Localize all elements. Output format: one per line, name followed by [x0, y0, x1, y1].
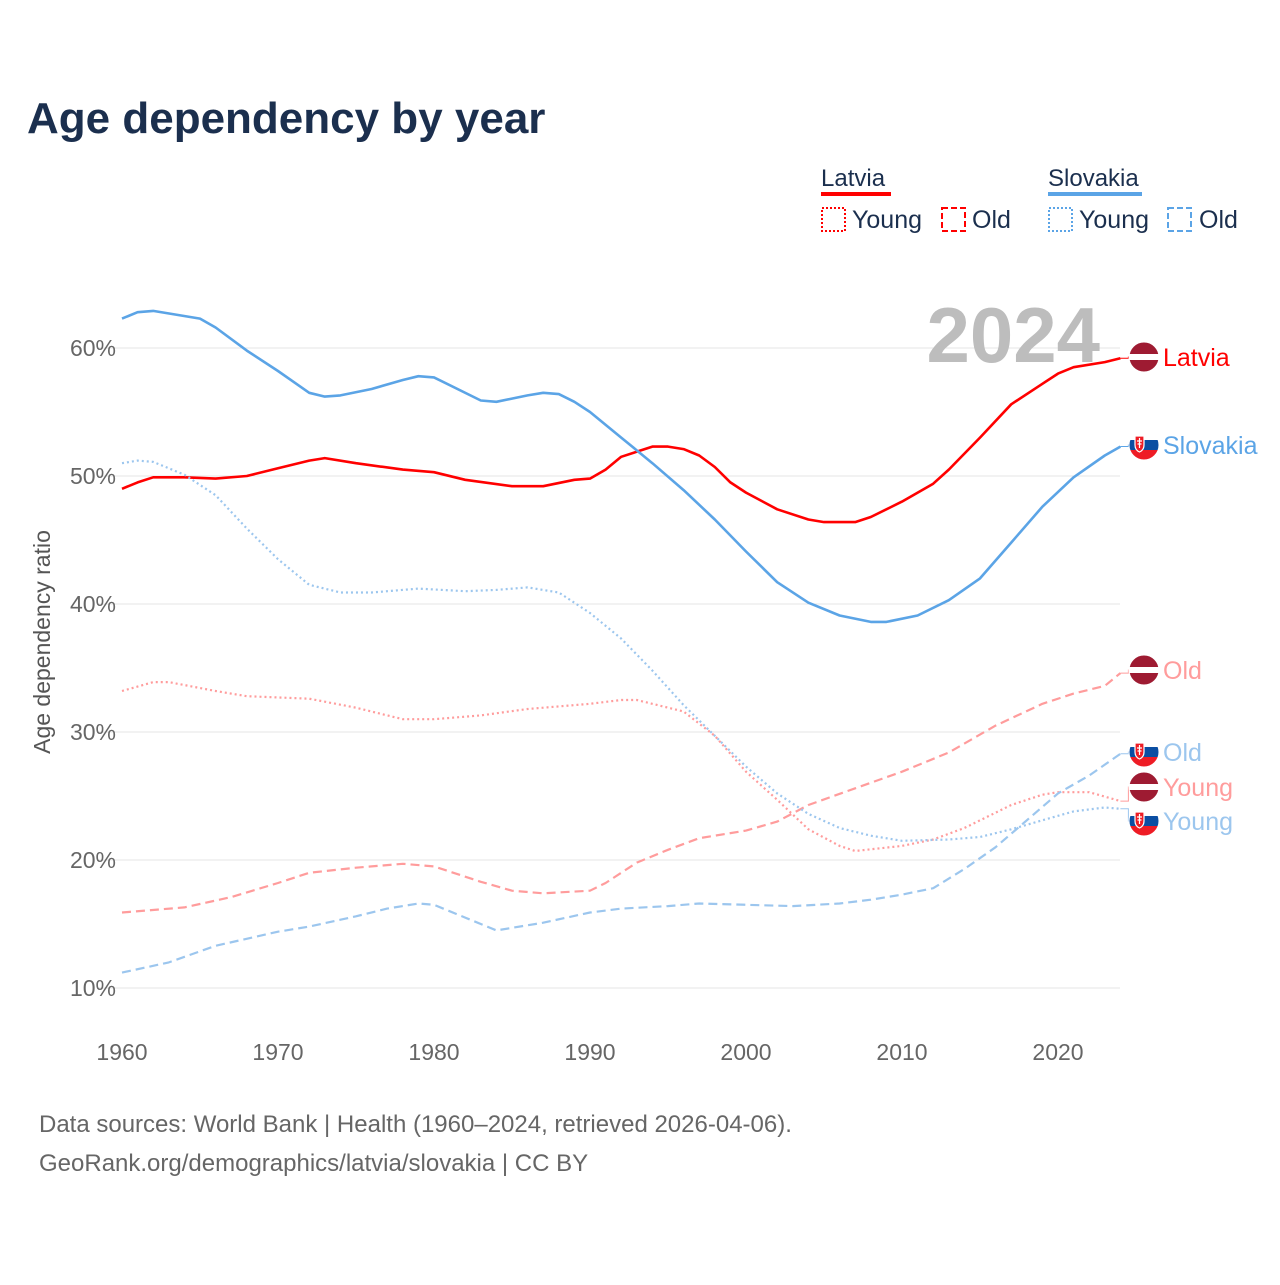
- series-line-latvia[interactable]: [121, 356, 1121, 524]
- legend: Latvia Young Old Slovakia Young Old: [821, 165, 1238, 234]
- end-label-text: Young: [1163, 774, 1233, 802]
- end-labels: Latvia Slovakia Young Old Young Old: [1120, 341, 1258, 837]
- end-label-text: Young: [1163, 808, 1233, 836]
- x-tick-label: 2020: [1032, 1039, 1083, 1065]
- x-tick-label: 1960: [96, 1039, 147, 1065]
- legend-swatch-slovakia: [1048, 192, 1142, 196]
- legend-item-latvia-old[interactable]: Old: [972, 206, 1011, 234]
- end-label-latvia-old: Old: [1120, 654, 1202, 686]
- legend-swatch-latvia: [821, 192, 891, 196]
- end-label-latvia: Latvia: [1120, 341, 1230, 373]
- legend-group-latvia[interactable]: Latvia Young Old: [821, 165, 1011, 234]
- gridlines: [98, 347, 1120, 989]
- latvia-flag-icon: [1129, 655, 1159, 685]
- year-watermark: 2024: [926, 291, 1100, 379]
- y-tick-label: 40%: [70, 591, 116, 617]
- series-line-slovakia-young[interactable]: [121, 459, 1121, 842]
- y-tick-label: 60%: [70, 335, 116, 361]
- slovakia-flag-icon: [1129, 430, 1159, 460]
- x-tick-label: 2000: [720, 1039, 771, 1065]
- label-connector: [1120, 786, 1130, 802]
- y-tick-label: 20%: [70, 847, 116, 873]
- end-label-slovakia-old: Old: [1120, 736, 1202, 768]
- x-tick-label: 1990: [564, 1039, 615, 1065]
- legend-country-latvia: Latvia: [821, 165, 886, 192]
- end-label-latvia-young: Young: [1120, 771, 1233, 803]
- y-tick-label: 50%: [70, 463, 116, 489]
- footer-sources: Data sources: World Bank | Health (1960–…: [39, 1111, 792, 1138]
- end-label-text: Slovakia: [1163, 432, 1258, 460]
- series-line-latvia-young[interactable]: [121, 681, 1121, 853]
- latvia-flag-icon: [1129, 772, 1159, 802]
- series-line-latvia-old[interactable]: [121, 672, 1122, 914]
- y-tick-label: 10%: [70, 975, 116, 1001]
- footer-link[interactable]: GeoRank.org/demographics/latvia/slovakia…: [39, 1150, 588, 1177]
- y-axis-ticks: 10% 20% 30% 40% 50% 60%: [70, 335, 116, 1001]
- legend-dashed-icon: [941, 207, 966, 232]
- legend-item-slovakia-old[interactable]: Old: [1199, 206, 1238, 234]
- end-label-slovakia: Slovakia: [1120, 429, 1258, 461]
- y-axis-label: Age dependency ratio: [29, 530, 55, 754]
- end-label-slovakia-young: Young: [1120, 805, 1233, 837]
- legend-group-slovakia[interactable]: Slovakia Young Old: [1048, 165, 1238, 234]
- legend-dotted-icon: [821, 207, 846, 232]
- series-line-slovakia-old[interactable]: [121, 752, 1122, 974]
- series-lines: [121, 309, 1122, 974]
- x-tick-label: 1980: [408, 1039, 459, 1065]
- y-tick-label: 30%: [70, 719, 116, 745]
- end-label-text: Old: [1163, 657, 1202, 685]
- label-connector: [1120, 808, 1130, 822]
- latvia-flag-icon: [1129, 342, 1159, 372]
- end-label-text: Latvia: [1163, 344, 1230, 372]
- slovakia-flag-icon: [1129, 806, 1159, 836]
- legend-item-latvia-young[interactable]: Young: [852, 206, 922, 234]
- legend-item-slovakia-young[interactable]: Young: [1079, 206, 1149, 234]
- series-line-slovakia[interactable]: [121, 309, 1122, 624]
- x-tick-label: 1970: [252, 1039, 303, 1065]
- legend-country-slovakia: Slovakia: [1048, 165, 1139, 192]
- chart-title: Age dependency by year: [27, 94, 545, 143]
- x-tick-label: 2010: [876, 1039, 927, 1065]
- x-axis-ticks: 1960 1970 1980 1990 2000 2010 2020: [96, 1039, 1083, 1065]
- end-label-text: Old: [1163, 739, 1202, 767]
- legend-dotted-icon: [1048, 207, 1073, 232]
- legend-dashed-icon: [1167, 207, 1192, 232]
- slovakia-flag-icon: [1129, 737, 1159, 767]
